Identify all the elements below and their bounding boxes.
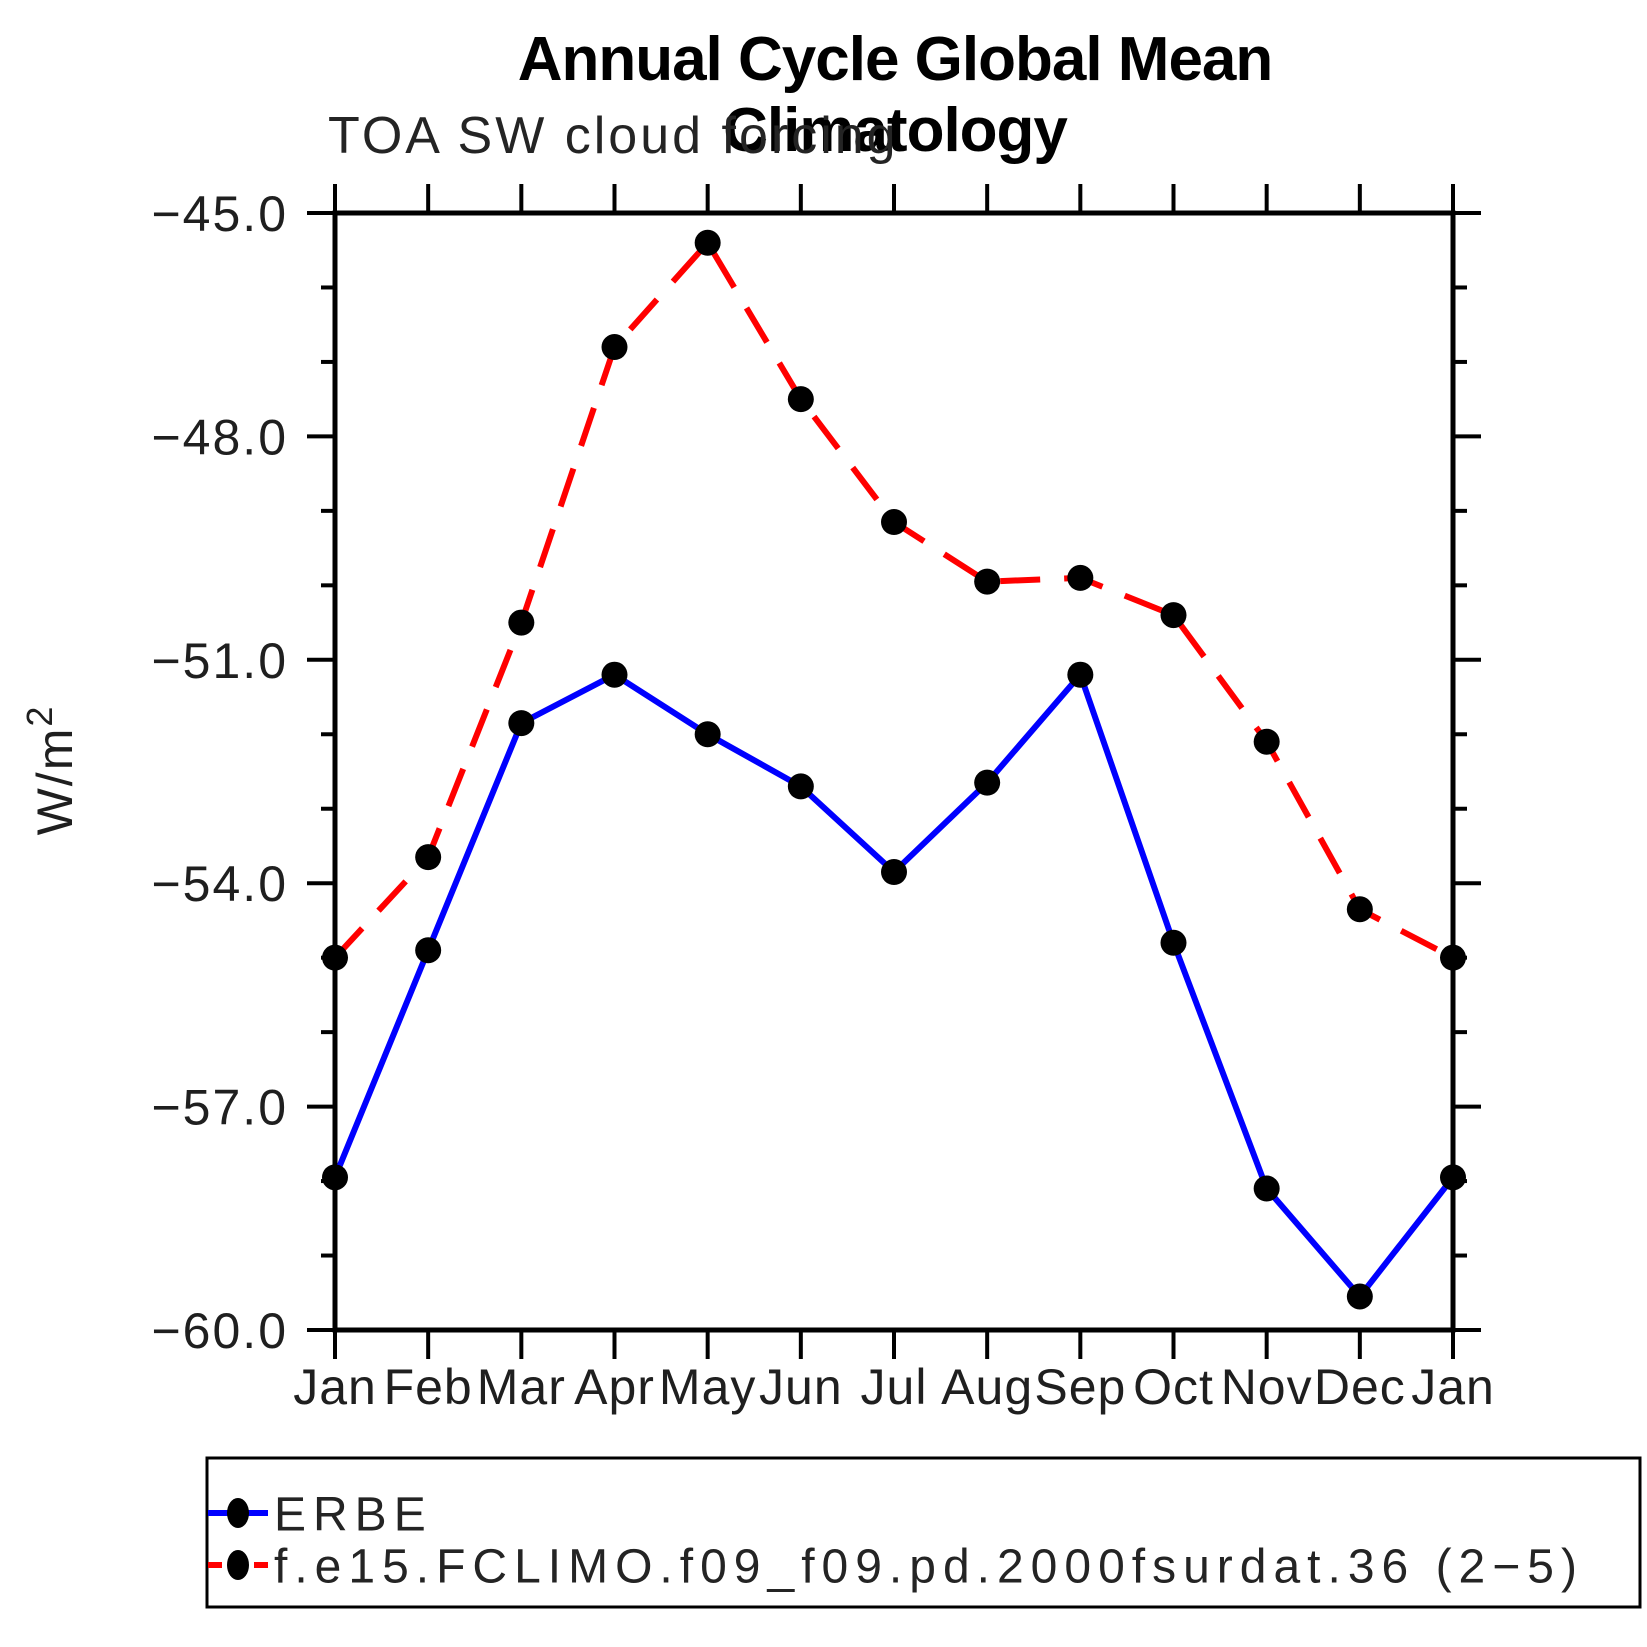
erbe-line [332,668,1456,1302]
data-point-marker [322,1164,348,1191]
data-point-marker [508,710,535,737]
data-point-marker [974,568,1001,595]
y-axis-tick-label: −45.0 [151,186,288,242]
y-axis-tick-label: −48.0 [151,409,288,465]
chart-subtitle: TOA SW cloud forcing [328,107,899,165]
legend-box [205,1456,1642,1609]
y-axis-tick-label: −54.0 [151,856,288,912]
data-point-marker [1346,896,1373,923]
data-point-marker [881,859,907,886]
x-axis-month-label: Jan [1411,1359,1495,1415]
data-point-marker [322,944,348,971]
data-point-marker [1440,944,1466,971]
data-point-marker [1160,602,1187,629]
data-point-marker [601,334,628,361]
x-axis-month-label: Oct [1133,1359,1214,1415]
data-point-marker [415,937,442,964]
data-point-marker [787,386,814,413]
y-axis-tick-label: −51.0 [151,633,288,689]
data-point-marker [1346,1283,1373,1310]
data-point-marker [1067,564,1094,591]
data-point-marker [1440,1164,1466,1191]
data-point-marker [508,609,535,636]
x-axis-month-label: Dec [1314,1359,1406,1415]
data-point-marker [694,229,721,256]
legend-erbe-dot [227,1498,249,1528]
data-point-marker [974,769,1001,796]
data-point-marker [881,509,907,536]
legend-model-label: f.e15.FCLIMO.f09_f09.pd.2000fsurdat.36 (… [274,1540,1584,1593]
x-axis-month-label: Mar [477,1359,566,1415]
data-point-marker [1067,661,1094,688]
x-axis-month-label: Aug [941,1359,1033,1415]
x-axis-month-label: Jan [293,1359,377,1415]
x-axis-month-label: Nov [1221,1359,1313,1415]
y-axis-tick-label: −60.0 [151,1303,288,1359]
data-point-marker [1253,728,1280,755]
x-axis-month-label: May [659,1359,756,1415]
y-axis-tick-label: −57.0 [151,1080,288,1136]
data-point-marker [787,773,814,800]
data-point-marker [415,844,442,871]
data-point-marker [1253,1175,1280,1202]
x-axis-month-label: Jun [759,1359,843,1415]
legend-model-dot [227,1550,249,1580]
x-axis-month-label: Jul [861,1359,928,1415]
legend-erbe-label: ERBE [274,1488,433,1541]
chart-title: Annual Cycle Global Mean Climatology [517,25,1274,165]
x-axis-month-label: Sep [1034,1359,1126,1415]
data-point-marker [1160,929,1187,956]
x-axis-month-label: Feb [384,1359,473,1415]
data-point-marker [601,661,628,688]
data-point-marker [694,721,721,748]
model-line [332,237,1455,961]
x-axis-month-label: Apr [574,1359,655,1415]
y-axis-unit-label: W/m2 [19,705,83,836]
